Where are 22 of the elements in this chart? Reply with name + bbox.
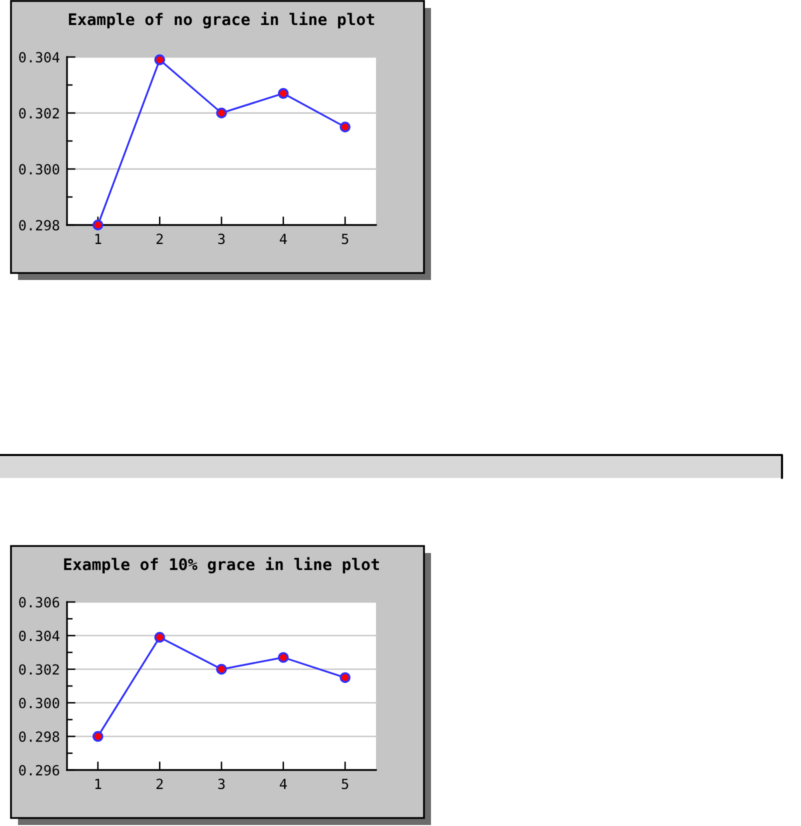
x-tick-label: 5: [342, 234, 348, 244]
y-tick-label: 0.300: [19, 698, 60, 708]
chart-title: Example of 10% grace in line plot: [64, 557, 379, 574]
x-tick-label: 4: [280, 778, 287, 789]
y-tick-label: 0.298: [19, 220, 60, 231]
x-tick-label: 3: [218, 234, 225, 244]
x-tick-label: 3: [218, 778, 225, 790]
y-tick-label: 0.300: [19, 164, 60, 175]
x-tick-label: 4: [280, 234, 287, 244]
y-tick-label: 0.302: [19, 108, 59, 119]
y-tick-label: 0.304: [19, 52, 60, 63]
x-tick-label: 2: [156, 234, 163, 244]
y-tick-label: 0.306: [19, 597, 60, 608]
x-tick-label: 5: [342, 778, 348, 790]
x-tick-label: 1: [95, 234, 102, 244]
x-tick-label: 1: [95, 778, 102, 789]
y-tick-label: 0.298: [19, 731, 60, 742]
y-tick-label: 0.304: [19, 630, 60, 642]
chart-title: Example of no grace in line plot: [68, 12, 374, 28]
x-tick-label: 2: [156, 778, 163, 789]
y-tick-label: 0.296: [19, 765, 60, 776]
y-tick-label: 0.302: [19, 664, 59, 675]
